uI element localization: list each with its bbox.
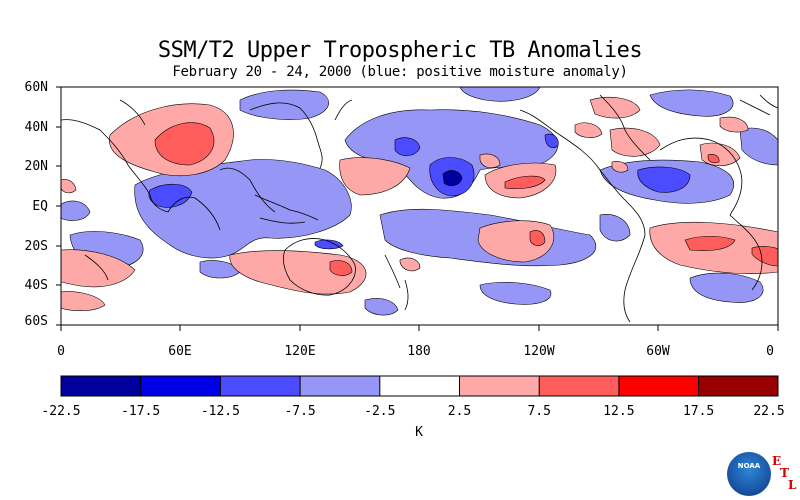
- anomaly-core-south-atlantic: [684, 235, 736, 251]
- colorbar-units: K: [415, 425, 423, 440]
- anomaly-core-south-atlantic-east: [751, 246, 778, 267]
- colorbar-label: 12.5: [603, 404, 635, 419]
- colorbar-swatch-3: [300, 376, 380, 396]
- lon-label-180: 180: [407, 344, 431, 359]
- lat-label-40n: 40N: [24, 120, 48, 135]
- lat-label-20s: 20S: [24, 239, 48, 254]
- anomaly-region-north-america: [719, 116, 749, 133]
- anomaly-region-south-indian-red: [61, 249, 136, 288]
- lat-label-60s: 60S: [24, 314, 48, 329]
- colorbar-swatch-8: [698, 376, 778, 396]
- colorbar-label: 7.5: [527, 404, 551, 419]
- etl-logo-l: L: [788, 478, 797, 492]
- lon-label-60e: 60E: [168, 344, 192, 359]
- anomaly-region-india-maritime: [134, 159, 352, 259]
- anomaly-core-east-pacific: [504, 175, 546, 190]
- noaa-logo-icon: [727, 452, 771, 496]
- colorbar-swatch-0: [61, 376, 141, 396]
- colorbar-label: -12.5: [200, 404, 240, 419]
- colorbar-swatch-1: [140, 376, 221, 396]
- colorbar: [60, 375, 779, 397]
- anomaly-region-north-atlantic-red: [589, 97, 641, 119]
- etl-logo-t: T: [780, 466, 789, 480]
- anomaly-region-south-america: [599, 214, 631, 242]
- colorbar-swatch-5: [459, 376, 540, 396]
- noaa-logo-text: NOAA: [737, 462, 761, 470]
- colorbar-swatch-4: [379, 376, 460, 396]
- lat-label-20n: 20N: [24, 159, 48, 174]
- colorbar-label: -7.5: [284, 404, 316, 419]
- anomaly-core-caribbean: [637, 166, 691, 193]
- anomaly-region-east-asia: [61, 200, 91, 221]
- anomaly-region-japan: [239, 89, 329, 120]
- colorbar-label: 2.5: [447, 404, 472, 419]
- anomaly-core-north-atlantic: [544, 133, 559, 148]
- colorbar-label: -2.5: [364, 404, 396, 419]
- lon-label-0: 0: [57, 344, 65, 359]
- anomaly-core-south-pacific: [529, 230, 546, 246]
- etl-logo-e: E: [772, 454, 782, 468]
- anomaly-region-southern-ocean-red: [61, 291, 106, 311]
- anomaly-region-nw-atlantic: [739, 127, 778, 166]
- anomaly-region-mid-pacific-small: [479, 153, 501, 169]
- coastlines: [61, 94, 778, 323]
- anomaly-region-southern-ocean: [364, 298, 399, 316]
- lon-label-120e: 120E: [284, 344, 316, 359]
- anomaly-region-northeast-pacific: [649, 89, 734, 117]
- colorbar-swatch-6: [539, 376, 619, 396]
- lon-label-0-east: 0: [766, 344, 774, 359]
- lat-label-40s: 40S: [24, 278, 48, 293]
- anomaly-region-mexico: [611, 161, 629, 173]
- anomaly-core-australia-south: [329, 260, 353, 276]
- anomaly-core-central-pacific-strong: [442, 170, 463, 187]
- anomaly-region-atlantic-sub: [609, 127, 661, 157]
- lon-ticks: [60, 325, 779, 331]
- lon-label-60w: 60W: [646, 344, 670, 359]
- anomaly-region-pacific-mid: [339, 157, 411, 196]
- anomaly-region-south-atlantic: [689, 272, 764, 303]
- map-subtitle: February 20 - 24, 2000 (blue: positive m…: [172, 64, 628, 80]
- colorbar-label: -22.5: [41, 404, 81, 419]
- anomaly-core-tibet: [154, 122, 215, 166]
- anomaly-core-north-pacific-small: [394, 137, 421, 157]
- anomaly-region-east-pacific-small: [574, 122, 603, 138]
- anomaly-region-south-pacific-small: [399, 257, 421, 272]
- anomaly-field: [61, 87, 778, 325]
- lat-ticks: [56, 86, 61, 326]
- lat-label-eq: EQ: [32, 199, 48, 214]
- colorbar-label: 17.5: [682, 404, 715, 419]
- colorbar-swatch-2: [220, 376, 301, 396]
- anomaly-core-atlantic: [707, 154, 720, 164]
- lat-label-60n: 60N: [24, 80, 48, 95]
- colorbar-label: 22.5: [753, 404, 785, 419]
- anomaly-region-arabia: [61, 179, 77, 194]
- anomaly-region-arctic: [459, 87, 541, 102]
- colorbar-swatch-7: [618, 376, 699, 396]
- anomaly-region-southern-pacific: [479, 281, 552, 305]
- map-title: SSM/T2 Upper Tropospheric TB Anomalies: [157, 38, 643, 63]
- anomaly-core-bay-of-bengal: [148, 183, 193, 208]
- colorbar-label: -17.5: [121, 404, 161, 419]
- lon-label-120w: 120W: [523, 344, 555, 359]
